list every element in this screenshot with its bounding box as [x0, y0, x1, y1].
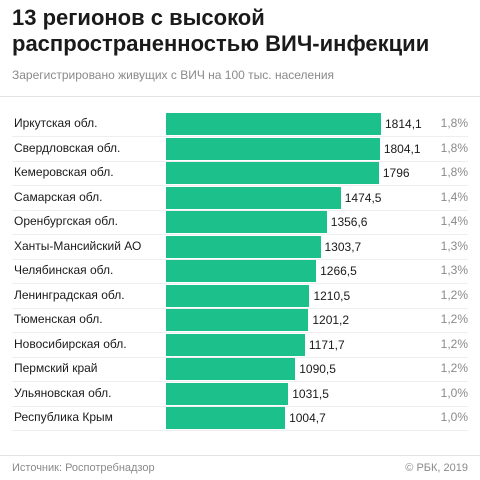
bar-row: Республика Крым 1004,7 1,0%: [0, 406, 480, 431]
share-label: 1,0%: [440, 385, 468, 400]
category-label: Ленинградская обл.: [14, 287, 125, 302]
row-divider: [12, 307, 468, 309]
bar: [166, 211, 327, 233]
bar-row: Ханты-Мансийский АО 1303,7 1,3%: [0, 235, 480, 260]
header-divider: [0, 96, 480, 97]
row-divider: [12, 430, 468, 431]
share-label: 1,3%: [440, 263, 468, 277]
row-divider: [12, 185, 468, 186]
bar-value-label: 1210,5: [313, 288, 351, 303]
bar-track: 1201,2: [166, 309, 381, 331]
bar-track: 1804,1: [166, 137, 421, 160]
bar-value-label: 1303,7: [324, 239, 362, 254]
bar-value-label: 1266,5: [320, 264, 357, 278]
bar-track: 1303,7: [166, 235, 381, 258]
category-label: Челябинская обл.: [14, 263, 114, 277]
bar: [166, 358, 296, 380]
category-label: Ханты-Мансийский АО: [14, 238, 142, 253]
bar-track: 1171,7: [166, 333, 381, 356]
row-divider: [12, 332, 468, 333]
footer-divider: [0, 455, 480, 456]
bar-row: Челябинская обл. 1266,5 1,3%: [0, 259, 480, 284]
bar-row: Пермский край 1090,5 1,2%: [0, 357, 480, 382]
bar: [166, 407, 286, 429]
copyright-note: © РБК, 2019: [405, 462, 468, 474]
bar-value-label: 1356,6: [330, 215, 368, 229]
bar: [166, 162, 379, 184]
share-label: 1,8%: [440, 140, 468, 155]
category-label: Оренбургская обл.: [14, 214, 118, 228]
bar-track: 1266,5: [166, 260, 381, 282]
bar-value-label: 1090,5: [299, 362, 336, 376]
bar-track: 1796: [166, 162, 410, 184]
row-divider: [12, 405, 468, 407]
row-divider: [12, 136, 468, 137]
bar: [166, 235, 321, 258]
share-label: 1,3%: [440, 238, 468, 253]
source-note: Источник: Роспотребнадзор: [12, 462, 155, 474]
bar-track: 1474,5: [166, 186, 382, 209]
bar-row: Иркутская обл. 1814,1 1,8%: [0, 112, 480, 137]
row-divider: [12, 356, 468, 358]
bar-row: Свердловская обл. 1804,1 1,8%: [0, 137, 480, 162]
category-label: Ульяновская обл.: [14, 385, 112, 400]
row-divider: [12, 258, 468, 260]
row-divider: [12, 209, 468, 211]
share-label: 1,2%: [440, 361, 468, 375]
bar-value-label: 1796: [382, 166, 410, 180]
row-divider: [12, 234, 468, 235]
bar: [166, 260, 317, 282]
bar: [166, 137, 380, 160]
bar-track: 1031,5: [166, 382, 381, 405]
category-label: Новосибирская обл.: [14, 336, 127, 351]
share-label: 1,2%: [440, 312, 468, 326]
share-label: 1,4%: [440, 189, 468, 204]
share-label: 1,0%: [440, 410, 468, 424]
bar: [166, 186, 341, 209]
bar-track: 1090,5: [166, 358, 381, 380]
bar-row: Оренбургская обл. 1356,6 1,4%: [0, 210, 480, 235]
bar-row: Тюменская обл. 1201,2 1,2%: [0, 308, 480, 333]
share-label: 1,2%: [440, 287, 468, 302]
bar-track: 1210,5: [166, 284, 381, 307]
chart-title: 13 регионов с высокой распространенность…: [12, 5, 430, 56]
bar: [166, 382, 289, 405]
share-label: 1,4%: [440, 214, 468, 228]
row-divider: [12, 381, 468, 382]
bar-value-label: 1201,2: [312, 313, 350, 327]
bar-row: Ленинградская обл. 1210,5 1,2%: [0, 284, 480, 309]
bar-row: Ульяновская обл. 1031,5 1,0%: [0, 382, 480, 407]
bar: [166, 284, 310, 307]
category-label: Кемеровская обл.: [14, 165, 114, 179]
bar-track: 1004,7: [166, 407, 381, 429]
category-label: Иркутская обл.: [14, 116, 98, 130]
category-label: Пермский край: [14, 361, 98, 375]
bar-value-label: 1814,1: [385, 117, 422, 131]
bar-value-label: 1004,7: [289, 411, 326, 425]
bar: [166, 113, 381, 135]
bar-row: Кемеровская обл. 1796 1,8%: [0, 161, 480, 186]
bar-row: Новосибирская обл. 1171,7 1,2%: [0, 333, 480, 358]
bar-value-label: 1171,7: [308, 337, 345, 352]
bar-track: 1356,6: [166, 211, 381, 233]
bar-value-label: 1804,1: [383, 141, 421, 156]
bar: [166, 309, 309, 331]
bar-value-label: 1474,5: [344, 190, 382, 205]
category-label: Свердловская обл.: [14, 140, 121, 155]
bar-track: 1814,1: [166, 113, 422, 135]
share-label: 1,8%: [440, 116, 468, 130]
category-label: Тюменская обл.: [14, 312, 103, 326]
category-label: Республика Крым: [14, 410, 113, 424]
share-label: 1,2%: [440, 336, 468, 351]
category-label: Самарская обл.: [14, 189, 103, 204]
bar-row: Самарская обл. 1474,5 1,4%: [0, 186, 480, 211]
row-divider: [12, 283, 468, 284]
bar-value-label: 1031,5: [292, 386, 329, 401]
chart-subtitle: Зарегистрировано живущих с ВИЧ на 100 ты…: [12, 68, 335, 82]
share-label: 1,8%: [440, 165, 468, 179]
bar: [166, 333, 305, 356]
row-divider: [12, 160, 468, 162]
